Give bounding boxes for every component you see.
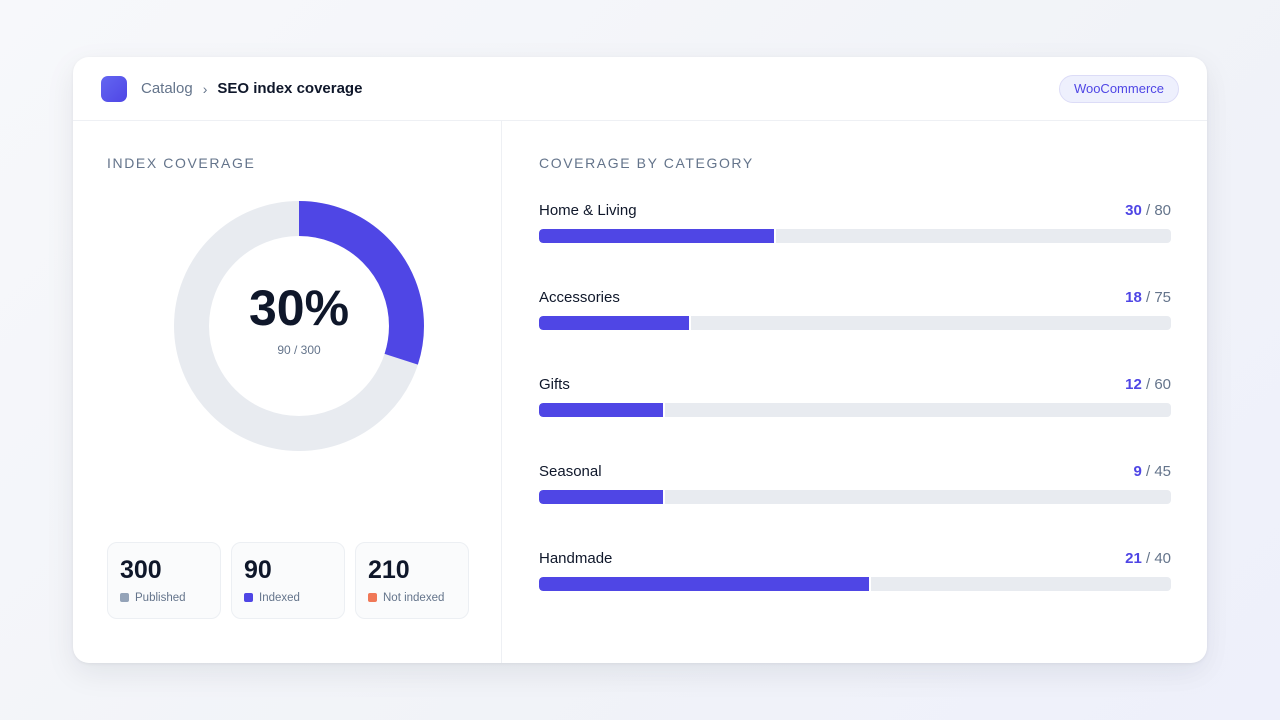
- category-row: Accessories 18 / 75: [539, 288, 1171, 375]
- category-total-count: 45: [1154, 462, 1171, 480]
- category-total-count: 80: [1154, 201, 1171, 219]
- category-name: Home & Living: [539, 201, 637, 219]
- page-title: SEO index coverage: [217, 80, 363, 97]
- category-bar-track: [539, 229, 1171, 243]
- category-row-head: Handmade 21 / 40: [539, 549, 1171, 567]
- category-coverage-title: COVERAGE BY CATEGORY: [539, 155, 754, 171]
- app-logo-icon[interactable]: [101, 75, 127, 102]
- stat-label-row: Indexed: [244, 592, 332, 604]
- category-total-count: 75: [1154, 288, 1171, 306]
- category-bar-track: [539, 490, 1171, 504]
- stat-label: Published: [135, 591, 186, 604]
- category-name: Accessories: [539, 288, 620, 306]
- category-bar-track: [539, 403, 1171, 417]
- category-indexed-count: 9: [1133, 462, 1142, 480]
- category-coverage-panel: COVERAGE BY CATEGORY Home & Living 30 / …: [503, 121, 1207, 663]
- platform-badge: WooCommerce: [1058, 74, 1179, 103]
- legend-dot-icon: [120, 593, 129, 602]
- category-bar-fill: [539, 403, 666, 417]
- category-total-count: 60: [1154, 375, 1171, 393]
- category-total-count: 40: [1154, 549, 1171, 567]
- coverage-donut: 30% 90 / 300: [173, 200, 425, 452]
- stat-value: 300: [120, 556, 162, 584]
- category-name: Seasonal: [539, 462, 602, 480]
- stat-value: 210: [368, 556, 410, 584]
- index-coverage-panel: INDEX COVERAGE 30% 90 / 300 300 Publishe…: [73, 121, 502, 663]
- coverage-donut-chart: [174, 201, 424, 451]
- coverage-percent: 30%: [248, 280, 350, 336]
- category-bar-fill: [539, 490, 666, 504]
- category-count: 9 / 45: [1133, 462, 1171, 480]
- category-bar-track: [539, 316, 1171, 330]
- category-row-head: Seasonal 9 / 45: [539, 462, 1171, 480]
- stat-label: Not indexed: [383, 591, 445, 604]
- donut-center: 30% 90 / 300: [173, 200, 425, 452]
- index-coverage-title: INDEX COVERAGE: [107, 155, 256, 171]
- coverage-card: Catalog › SEO index coverage WooCommerce…: [73, 57, 1207, 663]
- category-bar-fill: [539, 229, 776, 243]
- category-row: Handmade 21 / 40: [539, 549, 1171, 636]
- category-bar-track: [539, 577, 1171, 591]
- stat-card-not-indexed: 210 Not indexed: [355, 542, 469, 619]
- category-bar-fill: [539, 316, 691, 330]
- category-name: Handmade: [539, 549, 613, 567]
- stats-row: 300 Published 90 Indexed 210 Not indexed: [107, 542, 469, 619]
- category-indexed-count: 12: [1125, 375, 1142, 393]
- legend-dot-icon: [244, 593, 253, 602]
- stat-label: Indexed: [259, 591, 300, 604]
- category-count: 21 / 40: [1125, 549, 1171, 567]
- category-count: 12 / 60: [1125, 375, 1171, 393]
- category-count: 18 / 75: [1125, 288, 1171, 306]
- stat-label-row: Published: [120, 592, 208, 604]
- category-row-head: Home & Living 30 / 80: [539, 201, 1171, 219]
- category-indexed-count: 18: [1125, 288, 1142, 306]
- donut-indexed-arc: [174, 201, 424, 451]
- stat-card-published: 300 Published: [107, 542, 221, 619]
- category-indexed-count: 30: [1125, 201, 1142, 219]
- card-header: Catalog › SEO index coverage WooCommerce: [73, 57, 1207, 121]
- category-row-head: Accessories 18 / 75: [539, 288, 1171, 306]
- category-bar-fill: [539, 577, 871, 591]
- category-row: Gifts 12 / 60: [539, 375, 1171, 462]
- breadcrumb-catalog-link[interactable]: Catalog: [141, 80, 193, 97]
- legend-dot-icon: [368, 593, 377, 602]
- category-name: Gifts: [539, 375, 570, 393]
- stat-value: 90: [244, 556, 272, 584]
- category-row: Home & Living 30 / 80: [539, 201, 1171, 288]
- category-row-head: Gifts 12 / 60: [539, 375, 1171, 393]
- stat-label-row: Not indexed: [368, 592, 456, 604]
- breadcrumb-separator: ›: [202, 80, 208, 97]
- category-row: Seasonal 9 / 45: [539, 462, 1171, 549]
- category-list: Home & Living 30 / 80 Accessories 18 / 7…: [539, 201, 1171, 636]
- category-count: 30 / 80: [1125, 201, 1171, 219]
- category-indexed-count: 21: [1125, 549, 1142, 567]
- stat-card-indexed: 90 Indexed: [231, 542, 345, 619]
- coverage-ratio: 90 / 300: [277, 343, 321, 357]
